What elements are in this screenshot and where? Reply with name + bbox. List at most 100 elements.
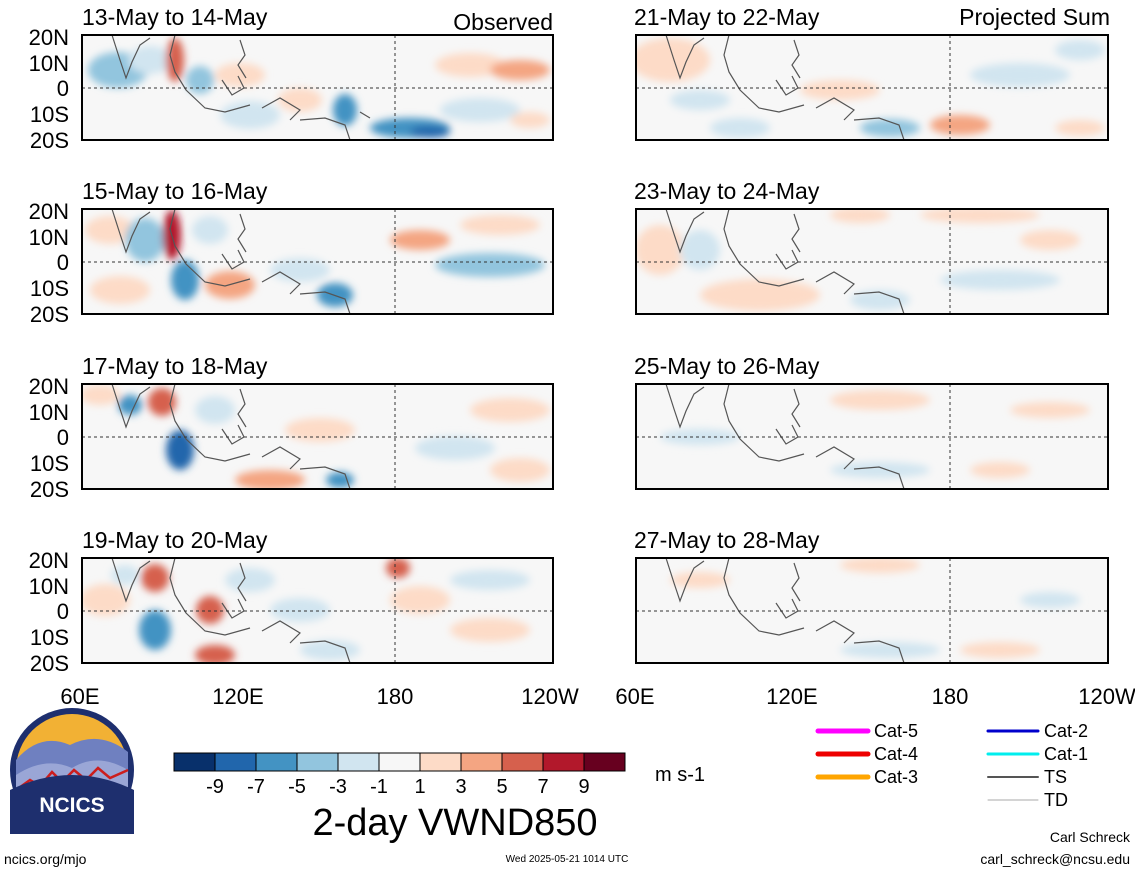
coastlines: [665, 35, 905, 140]
y-axis: 20N 10N 0 10S 20S 20N 10N 0 10S 20S 20N …: [29, 25, 69, 676]
colorbar-cell: [501, 752, 544, 772]
panel-frame: [81, 557, 554, 664]
colorbar-tick-label: 9: [578, 776, 589, 798]
units-label: m s-1: [655, 764, 705, 786]
panel-title: 19-May to 20-May: [82, 527, 268, 553]
colorbar-cell: [583, 752, 626, 772]
x-tick-label: 180: [377, 684, 414, 709]
legend-label-cat-1: Cat-1: [1044, 744, 1088, 764]
panel-projected-1: 21-May to 22-May Projected Sum: [634, 4, 1110, 141]
panel-observed-2: 15-May to 16-May: [81, 178, 554, 315]
chart-title: 2-day VWND850: [312, 802, 597, 844]
x-tick-label: 120W: [1078, 684, 1135, 709]
panel-frame: [635, 208, 1109, 315]
y-tick-label: 20N: [29, 199, 69, 224]
panel-observed-3: 17-May to 18-May: [81, 353, 554, 490]
legend-label-cat-5: Cat-5: [874, 721, 918, 741]
coastlines: [111, 558, 351, 663]
x-tick-label: 180: [932, 684, 969, 709]
colorbar-cell: [337, 752, 380, 772]
panel-projected-2: 23-May to 24-May: [634, 178, 1109, 315]
wind-anomaly-field: [636, 209, 1080, 311]
coastlines: [665, 558, 905, 663]
footer-timestamp: Wed 2025-05-21 1014 UTC: [506, 854, 629, 865]
panel-title: 23-May to 24-May: [634, 178, 820, 204]
panel-observed-4: 19-May to 20-May: [81, 527, 554, 664]
colorbar-tick-labels: -9 -7 -5 -3 -1 1 3 5 7 9: [206, 776, 589, 798]
colorbar-tick-label: 1: [414, 776, 425, 798]
colorbar-cells: [173, 752, 626, 772]
y-tick-label: 0: [57, 425, 69, 450]
panel-title: 13-May to 14-May: [82, 4, 268, 30]
x-tick-label: 120E: [212, 684, 263, 709]
y-tick-label: 0: [57, 250, 69, 275]
panel-title: 21-May to 22-May: [634, 4, 820, 30]
colorbar-tick-label: -1: [370, 776, 388, 798]
footer-email[interactable]: carl_schreck@ncsu.edu: [980, 851, 1130, 867]
coastlines: [665, 384, 905, 489]
wind-anomaly-field: [88, 38, 550, 138]
y-tick-label: 20N: [29, 374, 69, 399]
panel-projected-4: 27-May to 28-May: [634, 527, 1109, 664]
panel-frame: [635, 557, 1109, 664]
observed-label: Observed: [453, 9, 553, 35]
colorbar-tick-label: 5: [496, 776, 507, 798]
wind-anomaly-field: [82, 558, 530, 663]
projected-sum-label: Projected Sum: [959, 4, 1110, 30]
ncics-logo: NCICS: [10, 708, 134, 834]
y-tick-label: 10N: [29, 51, 69, 76]
colorbar-cell: [214, 752, 257, 772]
y-tick-label: 20N: [29, 548, 69, 573]
colorbar-tick-label: 3: [455, 776, 466, 798]
panel-observed-1: 13-May to 14-May Observed: [81, 4, 554, 141]
panel-frame: [635, 34, 1109, 141]
y-tick-label: 20S: [30, 128, 69, 153]
y-tick-label: 10N: [29, 400, 69, 425]
colorbar-tick-label: -5: [288, 776, 306, 798]
panel-frame: [635, 383, 1109, 490]
colorbar: -9 -7 -5 -3 -1 1 3 5 7 9: [173, 752, 626, 798]
coastlines: [665, 209, 905, 314]
colorbar-tick-label: 7: [537, 776, 548, 798]
wind-anomaly-field: [660, 390, 1090, 478]
colorbar-cell: [255, 752, 298, 772]
coastlines: [111, 209, 351, 314]
footer-author: Carl Schreck: [1050, 829, 1131, 845]
y-tick-label: 20S: [30, 477, 69, 502]
coastlines: [111, 35, 371, 140]
x-tick-label: 60E: [615, 684, 654, 709]
panel-projected-3: 25-May to 26-May: [634, 353, 1109, 490]
colorbar-cell: [296, 752, 339, 772]
legend-label-ts: TS: [1044, 767, 1067, 787]
x-tick-label: 60E: [60, 684, 99, 709]
y-tick-label: 10S: [30, 451, 69, 476]
panel-frame: [81, 383, 554, 490]
y-tick-label: 20N: [29, 25, 69, 50]
footer-url[interactable]: ncics.org/mjo: [4, 851, 87, 867]
colorbar-cell: [378, 752, 421, 772]
panel-frame: [81, 208, 554, 315]
y-tick-label: 10S: [30, 625, 69, 650]
panel-title: 27-May to 28-May: [634, 527, 820, 553]
y-tick-label: 10N: [29, 574, 69, 599]
logo-text: NCICS: [39, 794, 104, 817]
storm-legend: Cat-5 Cat-4 Cat-3 Cat-2 Cat-1 TS TD: [815, 721, 1088, 810]
y-tick-label: 20S: [30, 302, 69, 327]
colorbar-tick-label: -3: [329, 776, 347, 798]
colorbar-cell: [173, 752, 216, 772]
legend-label-cat-3: Cat-3: [874, 767, 918, 787]
y-tick-label: 10S: [30, 276, 69, 301]
panel-frame: [81, 34, 554, 141]
panel-title: 15-May to 16-May: [82, 178, 268, 204]
x-tick-label: 120E: [766, 684, 817, 709]
x-axis: 60E 120E 180 120W 60E 120E 180 120W: [60, 684, 1135, 709]
y-tick-label: 10S: [30, 102, 69, 127]
legend-label-cat-4: Cat-4: [874, 744, 918, 764]
x-tick-label: 120W: [521, 684, 579, 709]
colorbar-tick-label: -7: [247, 776, 265, 798]
legend-label-td: TD: [1044, 790, 1068, 810]
colorbar-cell: [542, 752, 585, 772]
panel-title: 17-May to 18-May: [82, 353, 268, 379]
y-tick-label: 20S: [30, 651, 69, 676]
